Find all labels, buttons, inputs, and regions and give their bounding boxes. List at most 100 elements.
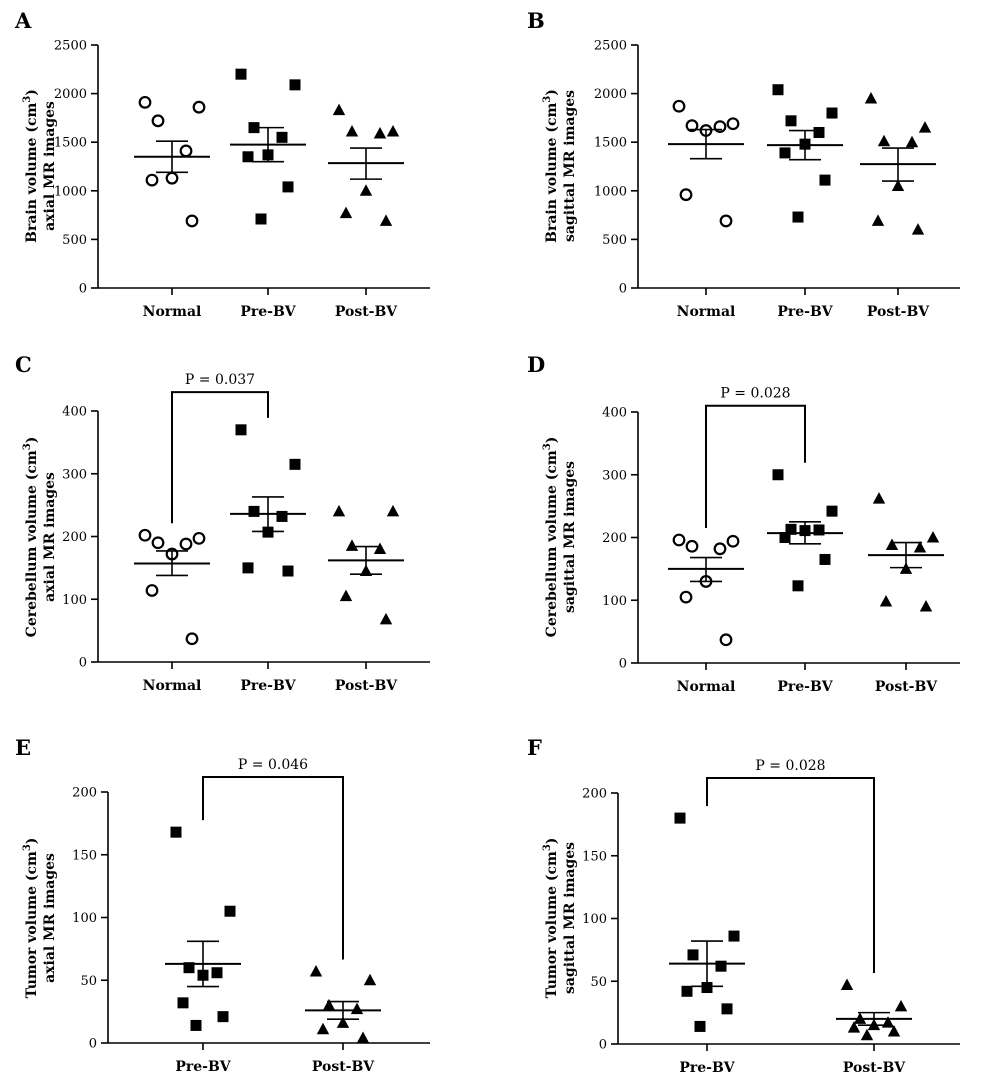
panel-a-y-tick-label: 2000 [54,87,87,102]
panel-a-category-label: Normal [143,304,202,320]
panel-f-point [840,978,854,991]
panel-e-y-tick-label: 50 [80,974,97,989]
panel-c-y-tick-label: 300 [62,467,87,482]
panel-a-series-post-bv [328,103,404,226]
panel-d-y-tick-label: 400 [602,406,627,421]
panel-c-y-tick-label: 100 [62,593,87,608]
panel-b-y-tick-label: 0 [619,282,627,297]
panel-b-ylabel-line1: Brain volume (cm3) [542,89,560,243]
panel-f-point [728,930,740,942]
panel-b-y-tick-label: 1000 [594,184,627,199]
panel-a-category-label: Pre-BV [240,304,296,320]
panel-d-point [779,532,791,543]
panel-a-category-label: Post-BV [335,304,398,320]
panel-e-category-label: Post-BV [312,1059,375,1075]
panel-d-point [879,595,893,607]
panel-c-ylabel-line2: axial MR images [42,472,58,602]
panel-c-point [185,632,199,646]
panel-e-bracket [202,775,344,960]
panel-d-ylabel-line2: sagittal MR images [562,461,578,613]
panel-d-point [713,542,727,556]
panel-d-ylabel: Cerebellum volume (cm3)sagittal MR image… [542,437,578,638]
panel-d-ylabel-line1: Cerebellum volume (cm3) [542,437,560,638]
panel-d-point [926,531,940,543]
panel-e-point [190,1019,202,1031]
panel-c-series-pre-bv [230,424,306,577]
panel-b-ylabel-line2: sagittal MR images [562,90,578,242]
panel-b-point [792,211,804,223]
panel-c-ylabel: Cerebellum volume (cm3)axial MR images [22,437,58,638]
panel-c-point [282,565,294,577]
panel-a-point [276,131,288,143]
panel-f-point [847,1021,861,1033]
panel-f-letter: F [527,735,542,760]
panel-a-ylabel-line1: Brain volume (cm3) [22,89,40,243]
panel-f-point [894,999,908,1012]
panel-e-y-tick-label: 100 [72,911,97,926]
panel-a-point [179,144,193,158]
panel-e-letter: E [15,735,31,760]
panel-b-point [877,134,891,147]
panel-a-point [145,173,159,187]
panel-f-y-tick-label: 100 [582,912,607,927]
panel-e-point [350,1002,364,1015]
panel-e-point [316,1022,330,1035]
panel-b-point [826,107,838,119]
panel-a-point [373,126,387,139]
panel-b-point [785,115,797,127]
panel-e-ylabel-line2: axial MR images [42,853,58,983]
panel-f-significance: P = 0.028 [706,758,875,974]
panel-d-letter: D [527,352,545,377]
panel-c-y-tick-label: 0 [79,656,87,671]
panel-a-point [282,181,294,193]
panel-b-point [679,188,693,202]
panel-c-bracket [171,391,269,524]
panel-c-y-tick-label: 400 [62,405,87,420]
panel-a-point [185,214,199,228]
panel-e-point [211,967,223,979]
panel-b-point [672,99,686,113]
panel-a-ylabel: Brain volume (cm3)axial MR images [22,89,58,243]
panel-a-point [192,100,206,114]
panel-b-category-label: Post-BV [867,304,930,320]
panel-d-point [919,600,933,612]
panel-f-bracket [706,776,875,974]
panel-f-point [694,1020,706,1032]
panel-d-y-tick-label: 300 [602,468,627,483]
panel-d-point [772,469,784,481]
panel-f-series-pre-bv [669,812,745,1032]
panel-f-point [674,812,686,824]
panel-f-point [701,982,713,994]
panel-e-point [170,826,182,838]
panel-c-series-post-bv [328,504,404,625]
panel-a-ylabel-line2: axial MR images [42,101,58,231]
panel-c-category-label: Post-BV [335,678,398,694]
panel-c-point [289,458,301,470]
panel-d-series-normal [668,533,744,647]
panel-e-point [224,905,236,917]
panel-f-point [721,1003,733,1015]
panel-c-category-label: Normal [143,678,202,694]
panel-b-point [871,214,885,226]
panel-b: B 0 500 1000 1500 2000 2500 Normal Pre-BV Post-BV… [527,8,960,320]
panel-d-point [792,580,804,592]
panel-d-y-tick-label: 100 [602,594,627,609]
panel-a-point [138,95,152,109]
panel-a: A 0 500 1000 1500 2000 2500 Normal Pre-BV Post-BV… [14,8,430,320]
panel-b-point [905,135,919,148]
panel-e-y-tick-label: 0 [89,1037,97,1052]
panel-e-point [177,997,189,1009]
panel-f-ylabel: Tumor volume (cm3)sagittal MR images [542,838,578,999]
panel-c-point [248,505,260,517]
panel-b-y-tick-label: 500 [602,233,627,248]
panel-b-point [719,214,733,228]
panel-c-point [276,510,288,522]
panel-d-point [685,539,699,553]
panel-f-point [687,949,699,961]
panel-d-point [679,590,693,604]
panel-d-point [913,541,927,553]
panel-d-point [826,505,838,517]
panel-e-y-tick-label: 200 [72,786,97,801]
panel-d-y-tick-label: 0 [619,657,627,672]
panel-a-y-tick-label: 1500 [54,136,87,151]
